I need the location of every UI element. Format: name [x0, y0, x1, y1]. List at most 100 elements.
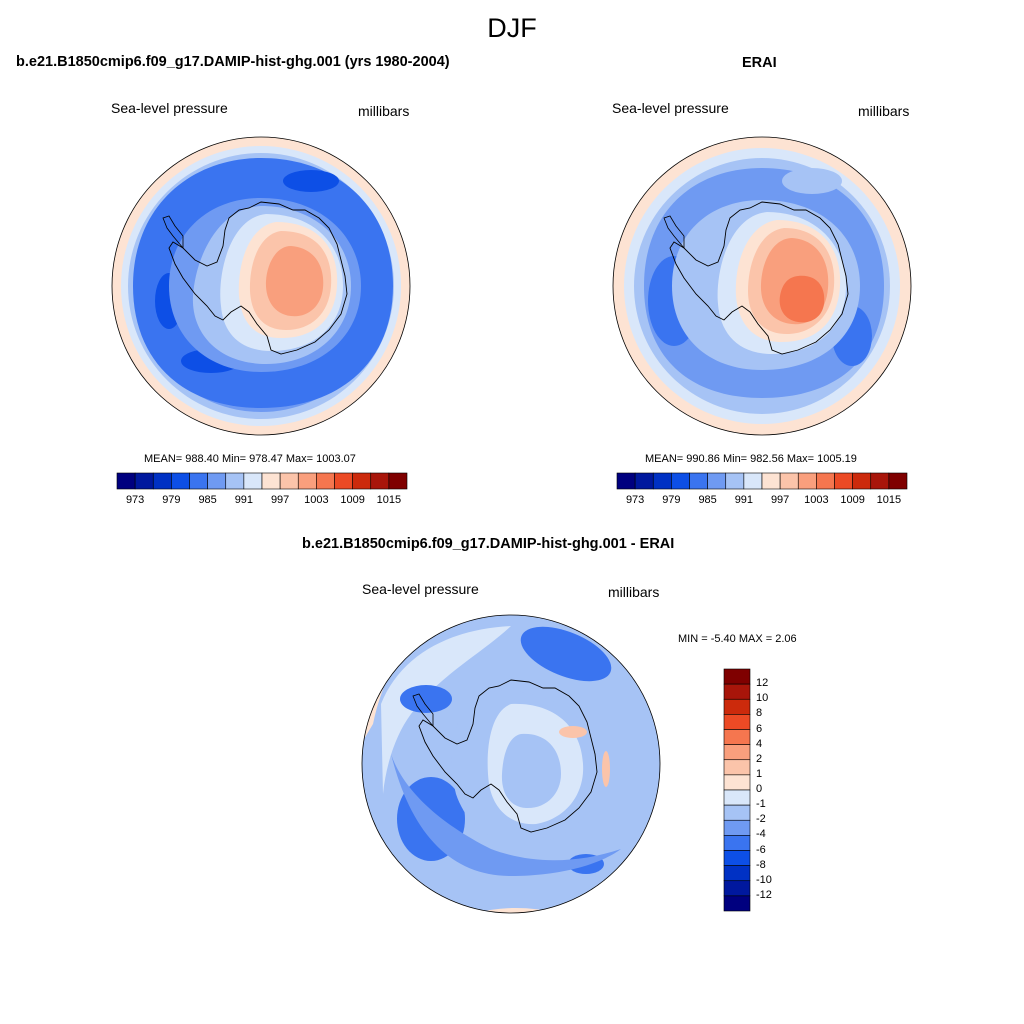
- colorbar-tick-label: 0: [756, 783, 763, 795]
- diff-panel-title: b.e21.B1850cmip6.f09_g17.DAMIP-hist-ghg.…: [302, 536, 675, 552]
- colorbar-swatch: [870, 472, 890, 490]
- low-center-1: [283, 170, 339, 192]
- colorbar-tick-label: -8: [756, 858, 766, 871]
- antarctic-high: [265, 246, 324, 317]
- colorbar-swatch: [723, 714, 751, 730]
- colorbar-tick-label: 991: [234, 494, 254, 506]
- colorbar-swatch: [225, 472, 245, 490]
- antarctic-coast: [669, 201, 849, 355]
- colorbar-tick-label: 991: [734, 494, 754, 506]
- colorbar-swatch: [723, 789, 751, 806]
- colorbar-swatch: [723, 729, 751, 745]
- colorbar-tick-label: 4: [756, 737, 763, 750]
- colorbar-tick-label: 10: [756, 692, 769, 705]
- colorbar-tick-label: 985: [698, 494, 717, 506]
- diff-mid-band: [391, 754, 621, 876]
- diff-positive-1: [559, 726, 587, 738]
- diff-colorbar-labels: 12 10 8 6 4 2 1 0 -1 -2 -4 -6 -8 -10 -12: [756, 669, 796, 911]
- colorbar-tick-label: 1003: [804, 494, 829, 506]
- colorbar-tick-label: 997: [770, 494, 790, 506]
- model-colorbar: [116, 472, 408, 490]
- colorbar-tick-label: 1009: [340, 494, 365, 506]
- colorbar-tick-label: 973: [125, 494, 145, 506]
- colorbar-swatch: [334, 472, 353, 490]
- obs-colorbar: [616, 472, 908, 490]
- colorbar-swatch: [723, 819, 751, 836]
- colorbar-swatch: [189, 472, 208, 490]
- colorbar-swatch: [761, 472, 781, 490]
- colorbar-swatch: [725, 472, 745, 490]
- diff-low-2: [400, 685, 452, 713]
- colorbar-swatch: [261, 472, 281, 490]
- diff-units-label: millibars: [608, 584, 660, 600]
- colorbar-swatch: [723, 835, 751, 851]
- model-colorbar-labels: 973 979 985 991 997 1003 1009 1015: [117, 494, 407, 508]
- colorbar-tick-label: -10: [756, 873, 772, 886]
- model-panel-title: b.e21.B1850cmip6.f09_g17.DAMIP-hist-ghg.…: [16, 54, 450, 70]
- colorbar-swatch: [652, 472, 672, 490]
- colorbar-tick-label: 985: [198, 494, 217, 506]
- model-units-label: millibars: [358, 103, 410, 119]
- colorbar-swatch: [297, 472, 317, 490]
- colorbar-swatch: [723, 759, 751, 776]
- colorbar-swatch: [723, 668, 751, 685]
- model-variable-label: Sea-level pressure: [111, 100, 228, 116]
- colorbar-swatch: [207, 472, 227, 490]
- model-stats: MEAN= 988.40 Min= 978.47 Max= 1003.07: [144, 453, 356, 465]
- colorbar-swatch: [779, 472, 799, 490]
- colorbar-swatch: [616, 472, 636, 490]
- figure-title: DJF: [487, 13, 537, 43]
- model-polar-map: [111, 136, 411, 436]
- colorbar-swatch: [279, 472, 299, 490]
- colorbar-swatch: [116, 472, 136, 490]
- colorbar-swatch: [689, 472, 708, 490]
- diff-positive-2: [602, 751, 610, 787]
- diff-pale-region: [381, 626, 511, 794]
- colorbar-tick-label: 979: [162, 494, 181, 506]
- colorbar-swatch: [816, 472, 835, 490]
- obs-panel-title: ERAI: [742, 55, 777, 71]
- colorbar-swatch: [152, 472, 172, 490]
- colorbar-swatch: [797, 472, 817, 490]
- colorbar-tick-label: 2: [756, 752, 763, 765]
- colorbar-tick-label: 6: [756, 722, 763, 735]
- colorbar-swatch: [707, 472, 727, 490]
- colorbar-tick-label: 1: [756, 767, 763, 780]
- colorbar-tick-label: 979: [662, 494, 681, 506]
- low-center-1: [782, 168, 842, 194]
- colorbar-tick-label: 12: [756, 677, 769, 690]
- colorbar-swatch: [723, 865, 751, 882]
- colorbar-tick-label: -1: [756, 798, 766, 811]
- obs-stats: MEAN= 990.86 Min= 982.56 Max= 1005.19: [645, 453, 857, 465]
- diff-polar-map: [361, 614, 661, 914]
- colorbar-swatch: [743, 472, 763, 490]
- colorbar-swatch: [171, 472, 190, 490]
- obs-units-label: millibars: [858, 103, 910, 119]
- colorbar-tick-label: -6: [756, 843, 766, 856]
- colorbar-tick-label: -4: [756, 828, 766, 841]
- colorbar-swatch: [834, 472, 853, 490]
- colorbar-swatch: [723, 744, 751, 761]
- colorbar-tick-label: 1015: [376, 494, 402, 506]
- peninsula-coast: [663, 215, 685, 250]
- colorbar-tick-label: 8: [756, 707, 763, 720]
- colorbar-tick-label: 1003: [304, 494, 329, 506]
- colorbar-tick-label: 1009: [840, 494, 865, 506]
- colorbar-swatch: [634, 472, 654, 490]
- colorbar-swatch: [723, 850, 751, 866]
- obs-colorbar-labels: 973 979 985 991 997 1003 1009 1015: [617, 494, 907, 508]
- colorbar-swatch: [723, 895, 751, 912]
- diff-antarctic-blue: [501, 733, 561, 809]
- peninsula-coast: [412, 693, 434, 728]
- colorbar-tick-label: 1015: [876, 494, 902, 506]
- colorbar-swatch: [723, 774, 751, 791]
- diff-colorbar: [723, 668, 751, 912]
- diff-low-1: [520, 626, 612, 682]
- antarctic-high: [779, 275, 825, 323]
- colorbar-swatch: [243, 472, 263, 490]
- colorbar-tick-label: -2: [756, 813, 766, 826]
- colorbar-swatch: [723, 683, 751, 700]
- colorbar-tick-label: 997: [270, 494, 290, 506]
- colorbar-swatch: [134, 472, 154, 490]
- peninsula-coast: [162, 215, 184, 250]
